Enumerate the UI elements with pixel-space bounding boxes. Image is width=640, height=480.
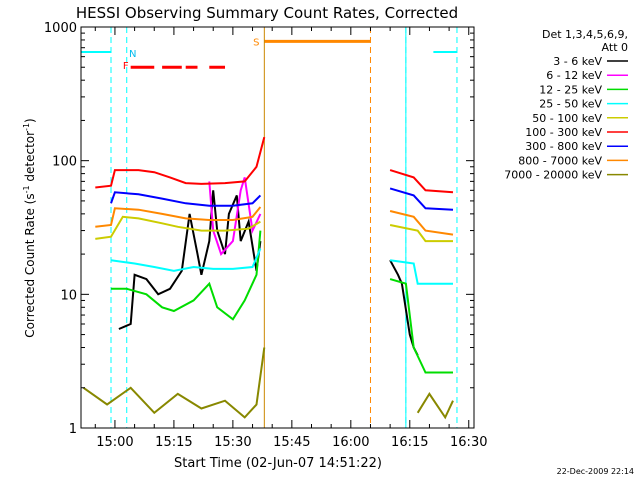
- x-tick-label: 16:30: [450, 435, 487, 450]
- series-line: [110, 191, 262, 207]
- series-line: [111, 230, 262, 321]
- x-tick-label: 16:15: [391, 435, 428, 450]
- series-line: [389, 187, 454, 211]
- y-axis-label-main: Corrected Count Rate (s: [23, 193, 37, 337]
- flag-f-label: F: [123, 61, 129, 72]
- series-line: [82, 347, 266, 419]
- x-tick-label: 15:45: [273, 435, 310, 450]
- data-series: [82, 136, 454, 420]
- x-axis-label: Start Time (02-Jun-07 14:51:22): [174, 456, 382, 471]
- date-stamp: 22-Dec-2009 22:14: [557, 467, 634, 476]
- x-tick-label: 15:30: [214, 435, 251, 450]
- plot-frame: [80, 26, 475, 429]
- legend-entry-label: 7000 - 20000 keV: [504, 169, 602, 182]
- series-line: [389, 224, 453, 243]
- x-tick-label: 15:15: [155, 435, 192, 450]
- legend-entry-label: 300 - 800 keV: [525, 140, 602, 153]
- series-line: [95, 215, 261, 240]
- series-line: [389, 210, 454, 236]
- legend-entry-label: 50 - 100 keV: [532, 112, 602, 125]
- legend-header-line2: Att 0: [602, 41, 628, 54]
- y-axis-label-sup2: -1: [22, 123, 31, 131]
- series-line: [389, 259, 453, 285]
- chart-title: HESSI Observing Summary Count Rates, Cor…: [76, 4, 458, 22]
- legend-entry-label: 25 - 50 keV: [539, 98, 602, 111]
- series-line: [389, 278, 453, 374]
- flag-s-label: S: [253, 37, 259, 48]
- series-line: [110, 248, 262, 272]
- y-axis-label-sup1: -1: [22, 185, 31, 193]
- series-line: [95, 136, 266, 189]
- y-axis-label-mid: detector: [23, 131, 37, 186]
- x-tick-label: 15:00: [96, 435, 133, 450]
- y-tick-label: 100: [52, 155, 77, 170]
- legend-entry-label: 12 - 25 keV: [539, 83, 602, 96]
- series-line: [416, 392, 454, 420]
- series-line: [389, 169, 454, 194]
- series-line: [208, 177, 262, 257]
- flag-n-label: N: [129, 49, 136, 60]
- x-axis-ticks: 15:00 15:15 15:30 15:45 16:00 16:15 16:30: [94, 27, 487, 450]
- legend-entry-label: 800 - 7000 keV: [518, 154, 602, 167]
- legend-entry-label: 3 - 6 keV: [553, 55, 602, 68]
- x-tick-label: 16:00: [332, 435, 369, 450]
- y-axis-label: Corrected Count Rate (s-1 detector-1): [22, 118, 37, 337]
- y-tick-label: 10: [60, 288, 77, 303]
- legend-header-line1: Det 1,3,4,5,6,9,: [542, 28, 628, 41]
- y-tick-label: 1000: [44, 21, 77, 36]
- y-axis-ticks: 1 10 100 1000: [44, 21, 474, 437]
- legend-entry-label: 100 - 300 keV: [525, 126, 602, 139]
- y-axis-label-end: ): [23, 118, 37, 123]
- legend-entry-label: 6 - 12 keV: [546, 69, 602, 82]
- series-line: [95, 206, 262, 228]
- series-line: [118, 190, 262, 330]
- y-tick-label: 1: [69, 422, 77, 437]
